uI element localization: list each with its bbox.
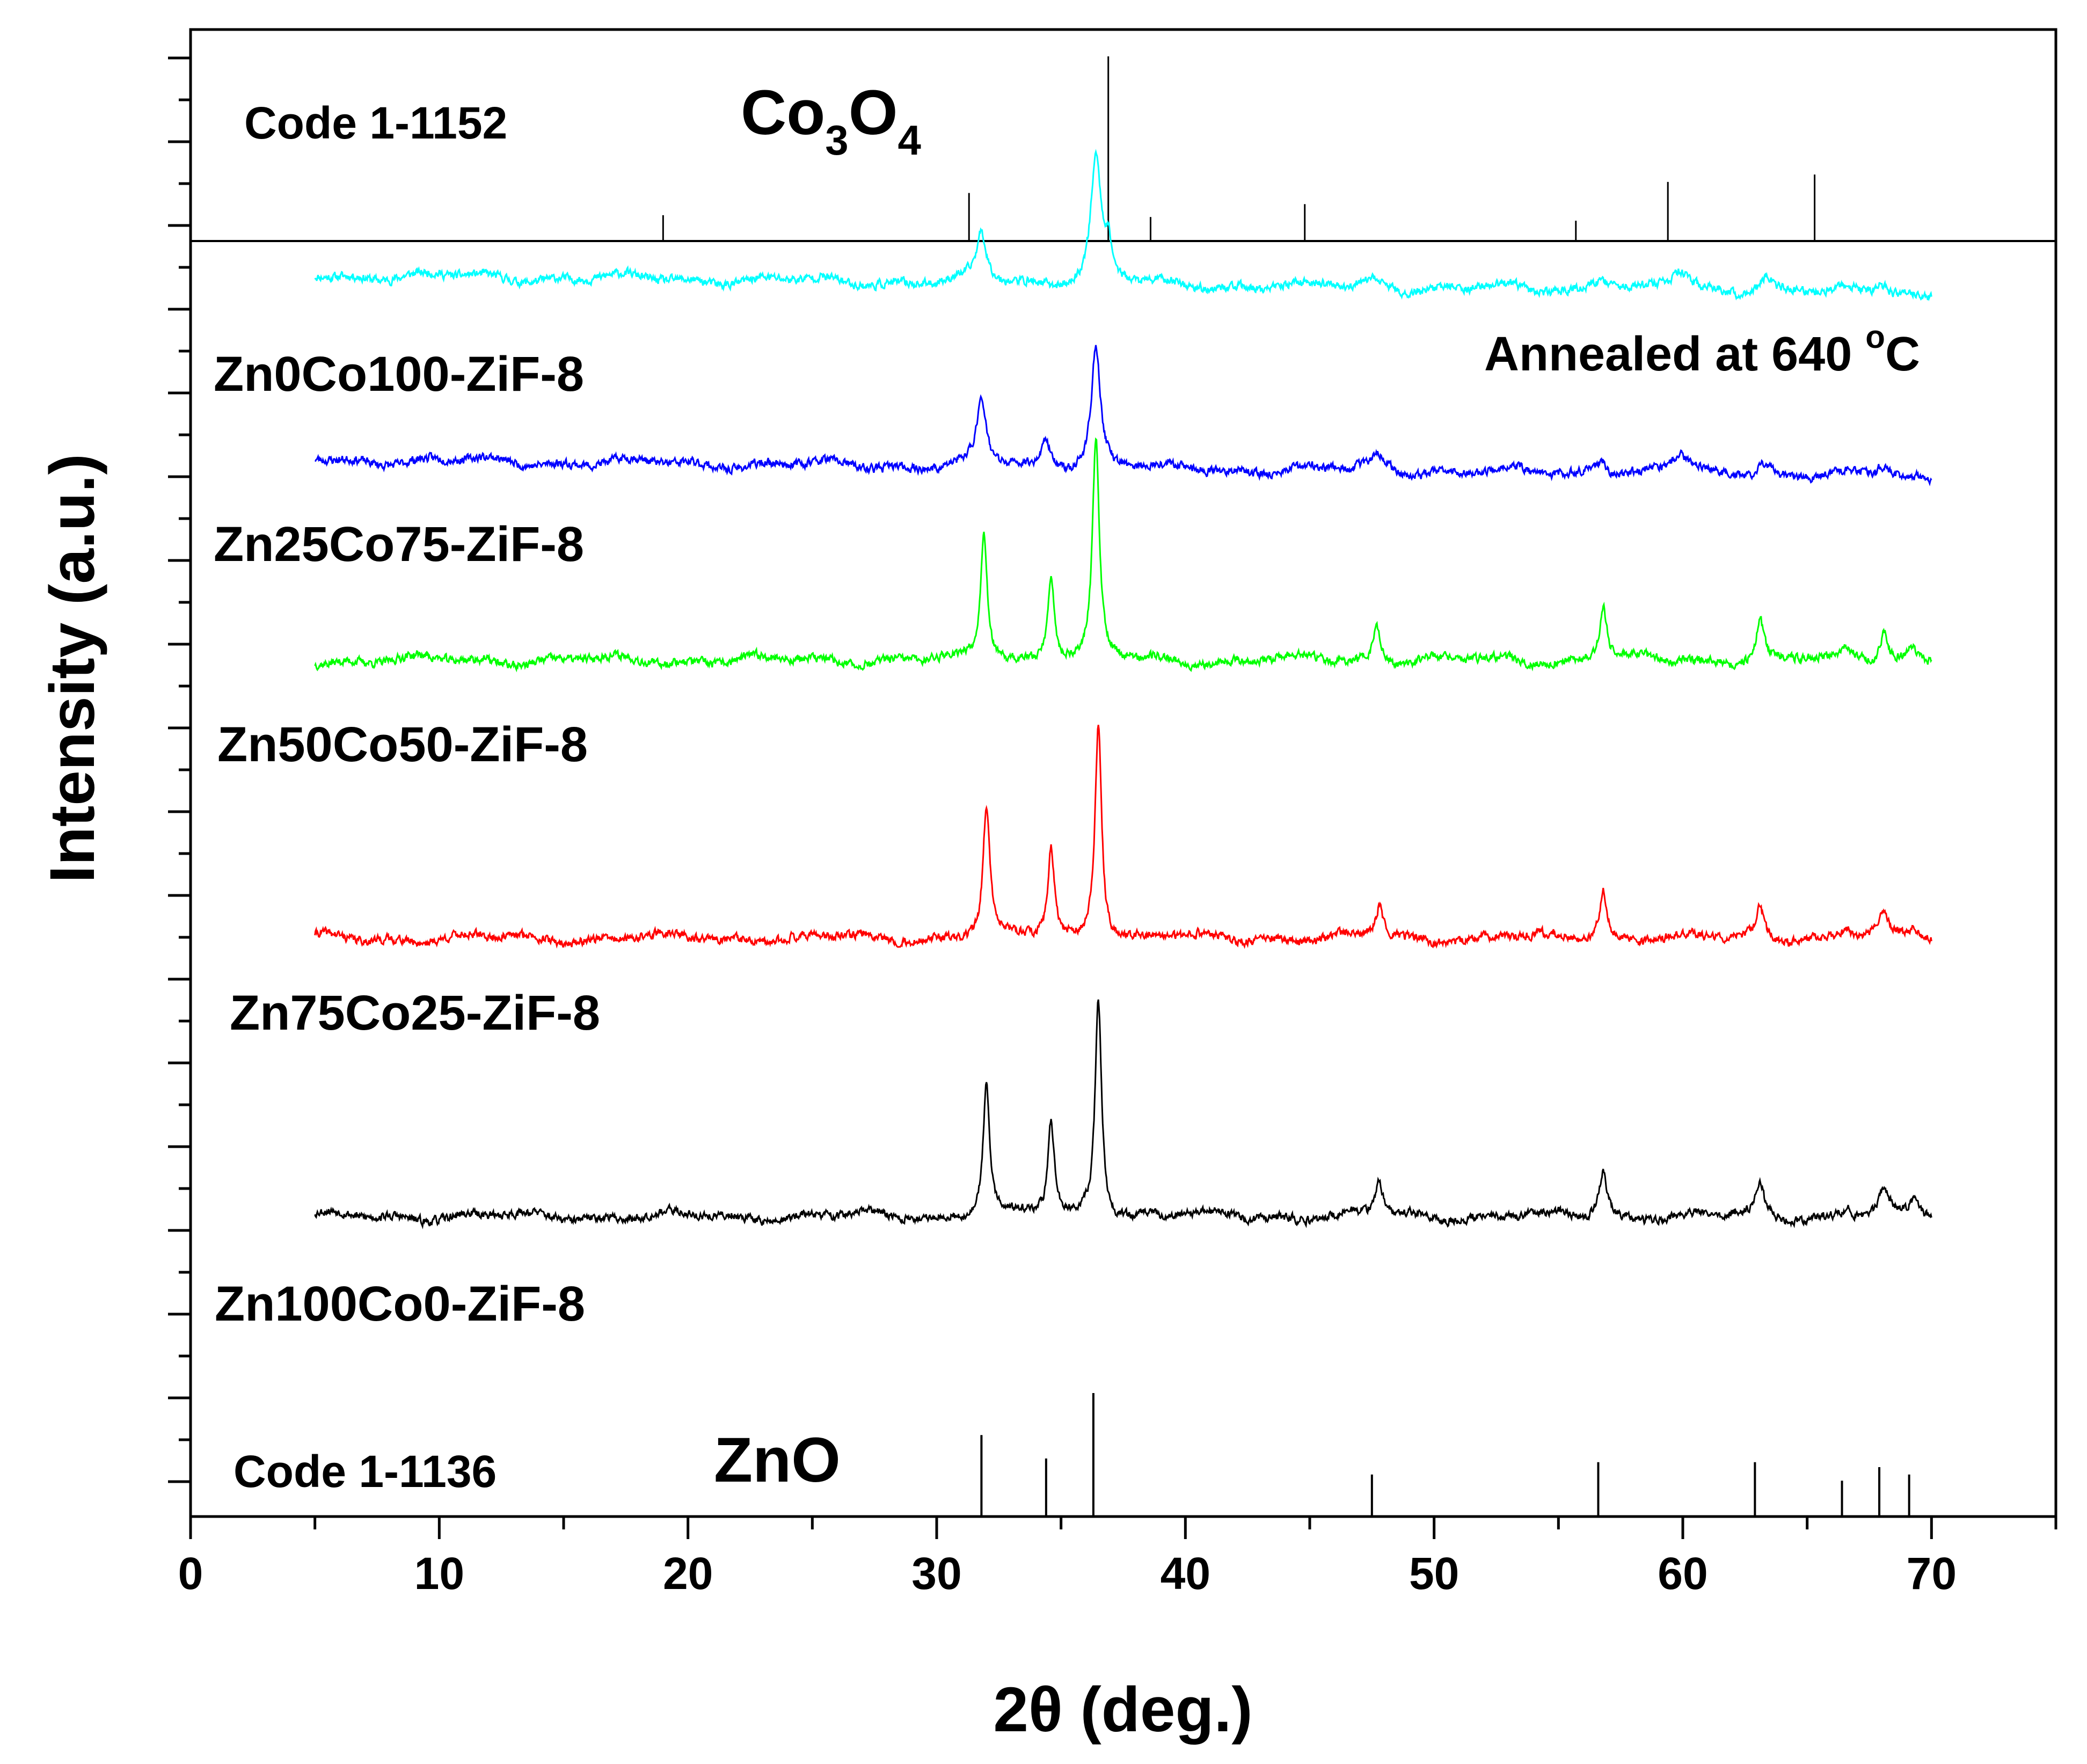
series-labels: Zn0Co100-ZiF-8 Zn25Co75-ZiF-8 Zn50Co50-ZiF… [214, 347, 600, 1331]
zno-phase-label: ZnO [714, 1425, 841, 1496]
co3o4-phase-sub3: 3 [825, 116, 848, 164]
annealing-degree: o [1865, 319, 1885, 355]
series-line-Zn0Co100-ZiF-8 [314, 149, 1932, 302]
annealing-text: Annealed at 640 [1484, 327, 1865, 381]
co3o4-phase-co: Co [741, 77, 825, 148]
series-line-Zn50Co50-ZiF-8 [314, 437, 1932, 673]
co3o4-code-label: Code 1-1152 [244, 98, 507, 148]
series-label: Zn0Co100-ZiF-8 [214, 347, 584, 402]
series-label: Zn100Co0-ZiF-8 [215, 1277, 585, 1331]
series-label: Zn75Co25-ZiF-8 [230, 986, 600, 1040]
y-axis-title: Intensity (a.u.) [37, 454, 108, 883]
co3o4-phase-sub4: 4 [897, 116, 921, 164]
x-axis-tick-labels: 0 10 20 30 40 50 60 70 [178, 1548, 1957, 1599]
co3o4-phase-label: Co3O4 [741, 77, 921, 164]
series-line-Zn100Co0-ZiF-8 [314, 999, 1932, 1229]
series-lines [314, 149, 1932, 1229]
y-axis-ticks [168, 56, 191, 1483]
x-tick-label: 30 [911, 1548, 961, 1599]
annealing-annotation: Annealed at 640 oC [1484, 319, 1920, 381]
x-axis-ticks [189, 1517, 2057, 1539]
annealing-unit: C [1885, 327, 1920, 381]
x-tick-label: 20 [663, 1548, 713, 1599]
x-tick-label: 10 [414, 1548, 464, 1599]
x-tick-label: 60 [1658, 1548, 1707, 1599]
zno-code-label: Code 1-1136 [233, 1446, 497, 1497]
series-line-Zn25Co75-ZiF-8 [315, 345, 1932, 486]
co3o4-reference-sticks [662, 56, 1816, 241]
x-tick-label: 40 [1161, 1548, 1210, 1599]
x-tick-label: 0 [178, 1548, 203, 1599]
x-tick-label: 70 [1907, 1548, 1957, 1599]
x-axis-title: 2θ (deg.) [993, 1674, 1252, 1745]
series-label: Zn25Co75-ZiF-8 [214, 517, 584, 572]
x-tick-label: 50 [1409, 1548, 1459, 1599]
plot-frame [189, 28, 2057, 1518]
series-line-Zn75Co25-ZiF-8 [314, 725, 1932, 949]
co3o4-phase-o: O [849, 77, 898, 148]
series-label: Zn50Co50-ZiF-8 [217, 717, 588, 772]
zno-reference-sticks [980, 1393, 1910, 1517]
